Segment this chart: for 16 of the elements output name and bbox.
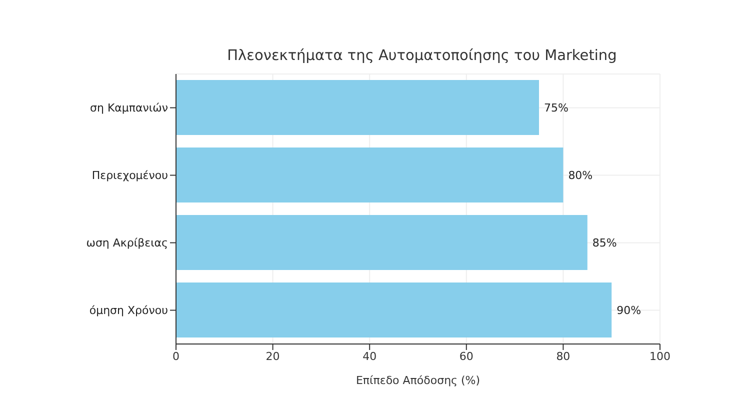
x-tick-label: 0 [172, 350, 180, 363]
x-tick-label: 100 [650, 350, 670, 363]
x-tick-label: 20 [266, 350, 280, 363]
x-tick-label: 60 [459, 350, 474, 363]
data-label: 90% [616, 304, 642, 317]
y-tick-label: Περιεχομένου [92, 169, 168, 182]
y-tick-label: όμηση Χρόνου [89, 304, 168, 318]
chart-title: Πλεονεκτήματα της Αυτοματοποίησης του Marketing [226, 48, 618, 64]
y-tick-label: ωση Ακρίβειας [86, 236, 168, 250]
data-label: 75% [544, 101, 568, 114]
x-tick-label: 80 [556, 350, 570, 363]
y-tick-label: ση Καμπανιών [90, 102, 168, 115]
x-axis-title: Επίπεδο Απόδοσης (%) [356, 374, 480, 387]
data-label: 85% [592, 236, 617, 250]
x-tick-label: 40 [362, 350, 377, 363]
data-label: 80% [568, 168, 593, 182]
